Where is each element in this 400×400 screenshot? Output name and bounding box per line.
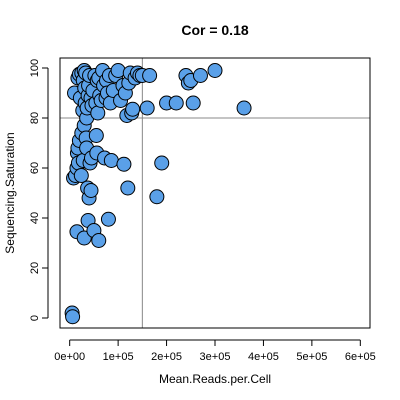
- y-tick-label: 100: [29, 59, 41, 77]
- data-point: [192, 68, 208, 83]
- data-point: [83, 183, 99, 198]
- data-point: [168, 95, 184, 111]
- x-tick-label: 3e+05: [200, 351, 231, 363]
- y-axis: 0 20 40 60 80 100: [29, 59, 49, 321]
- data-point: [100, 211, 116, 227]
- y-tick-label: 0: [29, 315, 41, 321]
- data-point: [65, 309, 81, 325]
- data-point: [236, 100, 252, 116]
- x-tick-label: 0e+00: [54, 351, 85, 363]
- chart-title: Cor = 0.18: [181, 22, 249, 38]
- x-tick-label: 1e+05: [103, 351, 134, 363]
- data-point: [185, 95, 201, 111]
- x-axis-label: Mean.Reads.per.Cell: [159, 372, 271, 386]
- data-point: [139, 100, 155, 116]
- x-tick-label: 4e+05: [248, 351, 279, 363]
- y-tick-label: 40: [29, 212, 41, 224]
- x-tick-label: 5e+05: [296, 351, 327, 363]
- x-axis: 0e+00 1e+05 2e+05 3e+05 4e+05 5e+05 6e+05: [54, 339, 376, 363]
- data-point: [110, 63, 126, 78]
- data-point: [154, 155, 170, 171]
- data-point: [103, 153, 119, 168]
- y-tick-label: 80: [29, 112, 41, 124]
- data-point: [90, 105, 106, 121]
- data-point: [125, 101, 141, 117]
- data-point: [207, 63, 223, 78]
- data-point: [91, 233, 107, 248]
- data-point: [88, 128, 104, 143]
- y-tick-label: 20: [29, 262, 41, 274]
- data-point: [142, 68, 158, 83]
- x-tick-label: 6e+05: [345, 351, 376, 363]
- data-point: [116, 156, 132, 172]
- x-tick-label: 2e+05: [151, 351, 182, 363]
- data-point: [73, 168, 89, 183]
- data-points: [64, 63, 252, 325]
- plot-frame: [59, 57, 371, 329]
- data-point: [149, 189, 165, 205]
- y-axis-label: Sequencing.Saturation: [3, 132, 17, 253]
- y-tick-label: 60: [29, 162, 41, 174]
- data-point: [120, 180, 136, 196]
